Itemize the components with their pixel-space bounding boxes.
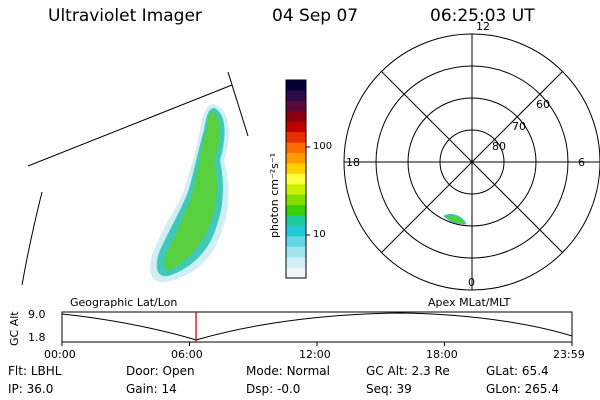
colorbar [286,80,306,279]
x-label-1200: 12:00 [299,348,331,361]
x-label-0600: 06:00 [171,348,203,361]
aurora-core [164,112,220,271]
param-gain: Gain: 14 [126,382,177,396]
geo-frame-left [21,191,43,286]
instrument-title: Ultraviolet Imager [48,6,202,26]
colorbar-segment [286,173,306,185]
colorbar-segment [286,246,306,258]
altitude-axis-title: GC Alt [8,311,21,346]
x-label-0000: 00:00 [44,348,76,361]
polar-mlt-0: 0 [468,276,475,289]
geo-map-frame [21,71,249,286]
polar-plot [343,33,600,291]
colorbar-label-10: 10 [313,229,326,240]
colorbar-segment [286,194,306,206]
aurora-image [150,104,230,283]
param-filter: Flt: LBHL [8,364,62,378]
colorbar-segment [286,163,306,175]
colorbar-segment [286,205,306,216]
colorbar-segment [286,184,306,196]
x-label-1800: 18:00 [426,348,458,361]
geo-frame-right [227,71,249,137]
colorbar-segment [286,132,306,144]
colorbar-segment [286,152,306,164]
altitude-plot [61,311,573,346]
geographic-title: Geographic Lat/Lon [70,296,178,309]
param-mode: Mode: Normal [246,364,330,378]
colorbar-segment [286,111,306,123]
apex-title: Apex MLat/MLT [428,296,511,309]
altitude-tick-low: 1.8 [28,331,46,344]
polar-lat-60: 60 [536,98,550,111]
polar-lat-70: 70 [512,120,526,133]
altitude-tick-high: 9.0 [28,308,46,321]
altitude-plot-frame [61,311,573,343]
param-seq: Seq: 39 [366,382,412,396]
polar-aurora-patch [443,213,467,225]
colorbar-segment [286,225,306,237]
image-date: 04 Sep 07 [272,6,359,26]
polar-mlt-6: 6 [578,156,585,169]
altitude-curve [61,312,573,341]
colorbar-segment [286,257,306,269]
colorbar-segment [286,121,306,133]
colorbar-segment [286,90,306,102]
colorbar-segment [286,80,306,91]
param-door: Door: Open [126,364,195,378]
colorbar-segment [286,215,306,227]
polar-diag-2 [381,71,563,253]
image-time: 06:25:03 UT [430,6,535,26]
colorbar-segment [286,236,306,248]
param-ip: IP: 36.0 [8,382,54,396]
colorbar-border [285,79,307,279]
geo-frame-top [27,84,233,167]
param-glon: GLon: 265.4 [486,382,559,396]
polar-lat-80: 80 [492,140,506,153]
colorbar-unit-label: photon cm⁻²s⁻¹ [268,152,281,238]
colorbar-segment [286,142,306,154]
colorbar-label-100: 100 [313,141,333,152]
x-label-2359: 23:59 [553,348,585,361]
polar-mlt-12: 12 [476,20,490,33]
param-glat: GLat: 65.4 [486,364,549,378]
param-gc-alt: GC Alt: 2.3 Re [366,364,450,378]
param-dsp: Dsp: -0.0 [246,382,301,396]
colorbar-segment [286,100,306,112]
colorbar-segment [286,267,306,279]
polar-mlt-18: 18 [346,156,360,169]
